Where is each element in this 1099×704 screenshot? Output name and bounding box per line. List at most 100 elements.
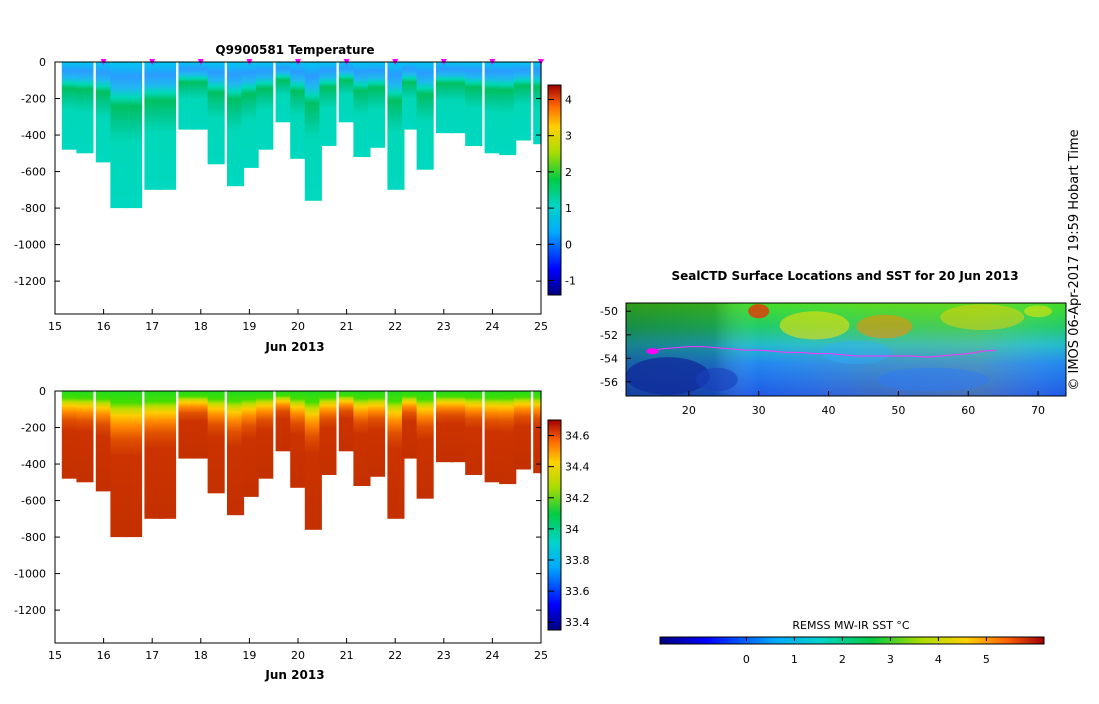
profile-cell bbox=[159, 62, 177, 190]
profile-cell bbox=[533, 62, 542, 145]
sst-patch bbox=[1024, 305, 1053, 318]
temperature-depth-axis: 0 -200 -400 -600 -800 -1000 -1200 bbox=[14, 56, 541, 288]
salinity-panel: 0 -200 -400 -600 -800 -1000 -1200 15 16 17 18 19 20… bbox=[14, 385, 589, 682]
colorbar-tick-label: -1 bbox=[565, 275, 576, 288]
sst-patch bbox=[626, 357, 710, 395]
profile-cell bbox=[465, 62, 483, 146]
profile-cell bbox=[95, 62, 113, 163]
profile-cell bbox=[513, 391, 531, 470]
salinity-xlabel: Jun 2013 bbox=[264, 668, 324, 682]
profile-cell bbox=[353, 62, 371, 157]
sst-patch bbox=[877, 367, 990, 392]
lat-tick-label: -50 bbox=[600, 305, 618, 318]
x-tick-label: 22 bbox=[388, 649, 402, 662]
y-tick-label: -400 bbox=[21, 458, 46, 471]
temperature-xlabel: Jun 2013 bbox=[264, 340, 324, 354]
sst-colorbar-tick-label: 4 bbox=[935, 653, 942, 666]
sst-colorbar-tick-label: 0 bbox=[743, 653, 750, 666]
profile-cell bbox=[499, 391, 517, 485]
salinity-depth-axis: 0 -200 -400 -600 -800 -1000 -1200 bbox=[14, 385, 541, 617]
sst-patch bbox=[940, 304, 1025, 331]
temperature-colorbar-ticks: -1 0 1 2 3 4 bbox=[548, 93, 576, 288]
sst-colorbar-label: REMSS MW-IR SST °C bbox=[792, 619, 910, 632]
seal-track bbox=[652, 346, 997, 358]
sst-colorbar-ticks: 0 1 2 3 4 5 bbox=[743, 637, 990, 666]
temperature-time-axis: 15 16 17 18 19 20 21 22 23 24 25 bbox=[48, 309, 548, 333]
y-tick-label: -1200 bbox=[14, 604, 46, 617]
x-tick-label: 18 bbox=[194, 320, 208, 333]
y-tick-label: -1200 bbox=[14, 275, 46, 288]
profile-cell bbox=[402, 62, 420, 130]
y-tick-label: -1000 bbox=[14, 568, 46, 581]
y-tick-label: 0 bbox=[39, 385, 46, 398]
profile-cell bbox=[304, 62, 322, 201]
profile-cell bbox=[416, 391, 434, 499]
profile-cell bbox=[338, 391, 356, 452]
x-tick-label: 16 bbox=[97, 649, 111, 662]
x-tick-label: 17 bbox=[145, 320, 159, 333]
profile-cell bbox=[275, 62, 293, 123]
profile-cell bbox=[125, 62, 143, 209]
profile-cell bbox=[450, 391, 468, 463]
profile-cell bbox=[533, 391, 542, 474]
x-tick-label: 21 bbox=[340, 320, 354, 333]
profile-cell bbox=[61, 391, 79, 479]
profile-cell bbox=[110, 62, 128, 209]
profile-cell bbox=[193, 62, 211, 130]
map-panel: SealCTD Surface Locations and SST for 20… bbox=[600, 269, 1067, 666]
profile-cell bbox=[353, 391, 371, 486]
x-tick-label: 20 bbox=[291, 320, 305, 333]
y-tick-label: -400 bbox=[21, 129, 46, 142]
x-tick-label: 25 bbox=[534, 649, 548, 662]
colorbar-tick-label: 3 bbox=[565, 130, 572, 143]
latitude-axis: -50 -52 -54 -56 bbox=[600, 305, 631, 389]
y-tick-label: -600 bbox=[21, 166, 46, 179]
profile-cell bbox=[484, 391, 502, 483]
profile-cell bbox=[387, 62, 405, 190]
x-tick-label: 16 bbox=[97, 320, 111, 333]
profile-cell bbox=[207, 62, 225, 165]
lon-tick-label: 40 bbox=[822, 404, 836, 417]
profile-cell bbox=[275, 391, 293, 452]
salinity-colorbar bbox=[547, 419, 562, 631]
x-tick-label: 21 bbox=[340, 649, 354, 662]
x-tick-label: 19 bbox=[242, 649, 256, 662]
x-tick-label: 15 bbox=[48, 649, 62, 662]
profile-cell bbox=[338, 62, 356, 123]
sst-colorbar bbox=[659, 636, 1045, 645]
profile-cell bbox=[76, 391, 94, 483]
y-tick-label: -800 bbox=[21, 531, 46, 544]
colorbar-tick-label: 1 bbox=[565, 202, 572, 215]
lon-tick-label: 30 bbox=[752, 404, 766, 417]
profile-cell bbox=[304, 391, 322, 530]
profile-cell bbox=[178, 62, 196, 130]
lon-tick-label: 70 bbox=[1031, 404, 1045, 417]
profile-cell bbox=[436, 391, 454, 463]
colorbar-tick-label: 34 bbox=[565, 523, 579, 536]
y-tick-label: -200 bbox=[21, 422, 46, 435]
sst-patch bbox=[821, 340, 892, 365]
imos-credit: © IMOS 06-Apr-2017 19:59 Hobart Time bbox=[1067, 129, 1082, 390]
profile-cell bbox=[416, 62, 434, 170]
profile-cell bbox=[368, 391, 386, 477]
profile-cell bbox=[95, 391, 113, 492]
profile-cell bbox=[241, 62, 259, 168]
profile-cell bbox=[450, 62, 468, 134]
profile-cell bbox=[499, 62, 517, 156]
profile-cell bbox=[368, 62, 386, 148]
sst-patch bbox=[779, 311, 850, 340]
y-tick-label: -800 bbox=[21, 202, 46, 215]
profile-cell bbox=[290, 62, 308, 159]
temperature-title: Q9900581 Temperature bbox=[215, 43, 374, 57]
profile-cell bbox=[125, 391, 143, 538]
colorbar-tick-label: 34.4 bbox=[565, 461, 590, 474]
sst-colorbar-tick-label: 1 bbox=[791, 653, 798, 666]
map-axes-frame bbox=[625, 302, 1067, 397]
y-tick-label: -200 bbox=[21, 93, 46, 106]
colorbar-tick-label: 33.6 bbox=[565, 585, 590, 598]
profile-cell bbox=[436, 62, 454, 134]
profile-cell bbox=[319, 391, 337, 475]
profile-cell bbox=[290, 391, 308, 488]
profile-cell bbox=[144, 62, 162, 190]
